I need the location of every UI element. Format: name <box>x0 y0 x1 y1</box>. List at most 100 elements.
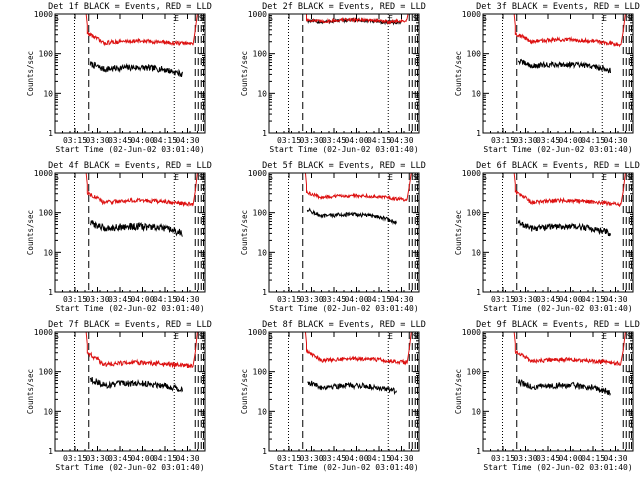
y-ticks <box>483 333 633 452</box>
y-tick-label: 1 <box>48 129 53 138</box>
y-ticks <box>55 333 205 452</box>
y-ticks <box>269 174 419 293</box>
y-tick-label: 1 <box>476 447 481 456</box>
x-axis-label: Start Time (02-Jun-02 03:01:40) <box>483 463 632 472</box>
x-tick-label: 03:45 <box>536 295 560 304</box>
series-group <box>513 332 626 397</box>
y-tick-label: 1000 <box>462 169 481 178</box>
y-tick-label: 100 <box>39 368 54 377</box>
x-tick-label: 03:15 <box>277 454 301 463</box>
x-tick-label: 04:15 <box>367 295 391 304</box>
orbit-markers <box>74 173 204 292</box>
y-tick-label: 10 <box>43 89 53 98</box>
y-tick-label: 1000 <box>462 328 481 337</box>
x-axis-label: Start Time (02-Jun-02 03:01:40) <box>55 145 204 154</box>
chart-panel: Det 3f BLACK = Events, RED = LLD S E S 1 10 10… <box>454 2 640 154</box>
y-axis-label: Counts/sec <box>26 369 35 414</box>
y-ticks <box>269 333 419 452</box>
chart-title: Det 2f BLACK = Events, RED = LLD <box>262 2 426 12</box>
orbit-marker-label: S <box>199 173 204 182</box>
y-ticks <box>269 15 419 134</box>
y-tick-label: 10 <box>257 89 267 98</box>
orbit-markers <box>502 332 632 451</box>
series-group <box>513 173 626 237</box>
x-tick-label: 04:00 <box>558 454 582 463</box>
orbit-marker-label: S <box>54 173 59 182</box>
y-ticks <box>483 15 633 134</box>
lld-series-line <box>304 173 412 202</box>
orbit-marker-label: S <box>482 173 487 182</box>
x-tick-label: 03:45 <box>108 454 132 463</box>
x-tick-label: 03:45 <box>322 136 346 145</box>
plot-frame <box>268 13 420 134</box>
x-tick-label: 04:30 <box>603 136 627 145</box>
orbit-markers <box>74 332 204 451</box>
y-tick-label: 10 <box>471 407 481 416</box>
x-axis-label: Start Time (02-Jun-02 03:01:40) <box>483 145 632 154</box>
orbit-marker-label: S <box>482 332 487 341</box>
series-group <box>85 14 198 77</box>
chart-panel: Det 2f BLACK = Events, RED = LLD S E S 1 10 10… <box>240 2 426 154</box>
x-tick-label: 04:15 <box>367 454 391 463</box>
y-tick-label: 1 <box>48 288 53 297</box>
x-axis-label: Start Time (02-Jun-02 03:01:40) <box>269 145 418 154</box>
plot-frame <box>482 172 634 293</box>
chart-panel: Det 4f BLACK = Events, RED = LLD S E S 1 10 10… <box>26 161 212 313</box>
y-axis-label: Counts/sec <box>454 369 463 414</box>
orbit-marker-label: E <box>602 14 607 23</box>
orbit-marker-label: E <box>602 332 607 341</box>
x-tick-label: 03:45 <box>322 295 346 304</box>
x-tick-label: 03:30 <box>513 454 537 463</box>
x-tick-label: 03:30 <box>299 454 323 463</box>
y-ticks <box>483 174 633 293</box>
x-tick-label: 03:45 <box>536 454 560 463</box>
y-axis-label: Counts/sec <box>240 369 249 414</box>
orbit-markers <box>288 173 418 292</box>
y-tick-label: 10 <box>471 89 481 98</box>
chart-title: Det 3f BLACK = Events, RED = LLD <box>476 2 640 12</box>
y-tick-label: 1000 <box>34 169 53 178</box>
x-ticks <box>482 14 634 133</box>
x-tick-label: 04:30 <box>603 454 627 463</box>
y-tick-label: 100 <box>253 50 268 59</box>
y-tick-label: 1 <box>262 288 267 297</box>
orbit-marker-label: S <box>54 332 59 341</box>
orbit-marker-label: S <box>54 14 59 23</box>
y-tick-label: 100 <box>467 209 482 218</box>
x-tick-label: 04:00 <box>344 136 368 145</box>
x-tick-label: 04:30 <box>389 454 413 463</box>
events-series-line <box>89 377 183 393</box>
orbit-marker-label: E <box>602 173 607 182</box>
series-group <box>304 332 412 396</box>
orbit-marker-label: S <box>627 332 632 341</box>
y-tick-label: 1000 <box>248 328 267 337</box>
x-axis-label: Start Time (02-Jun-02 03:01:40) <box>269 304 418 313</box>
orbit-marker-label: S <box>199 14 204 23</box>
chart-title: Det 4f BLACK = Events, RED = LLD <box>48 161 212 171</box>
series-group <box>304 173 412 226</box>
y-tick-label: 1 <box>48 447 53 456</box>
chart-title: Det 9f BLACK = Events, RED = LLD <box>476 320 640 330</box>
y-tick-label: 10 <box>43 248 53 257</box>
y-tick-label: 100 <box>253 209 268 218</box>
lld-series-line <box>85 173 198 208</box>
y-tick-label: 1 <box>262 129 267 138</box>
x-tick-label: 03:15 <box>491 295 515 304</box>
orbit-marker-label: E <box>388 332 393 341</box>
x-tick-label: 04:30 <box>389 136 413 145</box>
y-tick-label: 1000 <box>248 169 267 178</box>
y-ticks <box>55 174 205 293</box>
orbit-markers <box>74 14 204 133</box>
x-tick-label: 04:00 <box>558 295 582 304</box>
y-axis-label: Counts/sec <box>454 210 463 255</box>
x-tick-label: 03:45 <box>108 295 132 304</box>
x-tick-label: 04:30 <box>175 295 199 304</box>
y-axis-label: Counts/sec <box>26 51 35 96</box>
x-tick-label: 03:15 <box>491 136 515 145</box>
x-tick-label: 04:00 <box>130 136 154 145</box>
plot-frame <box>268 172 420 293</box>
orbit-marker-label: S <box>268 14 273 23</box>
x-tick-label: 03:15 <box>63 136 87 145</box>
x-axis-label: Start Time (02-Jun-02 03:01:40) <box>55 304 204 313</box>
